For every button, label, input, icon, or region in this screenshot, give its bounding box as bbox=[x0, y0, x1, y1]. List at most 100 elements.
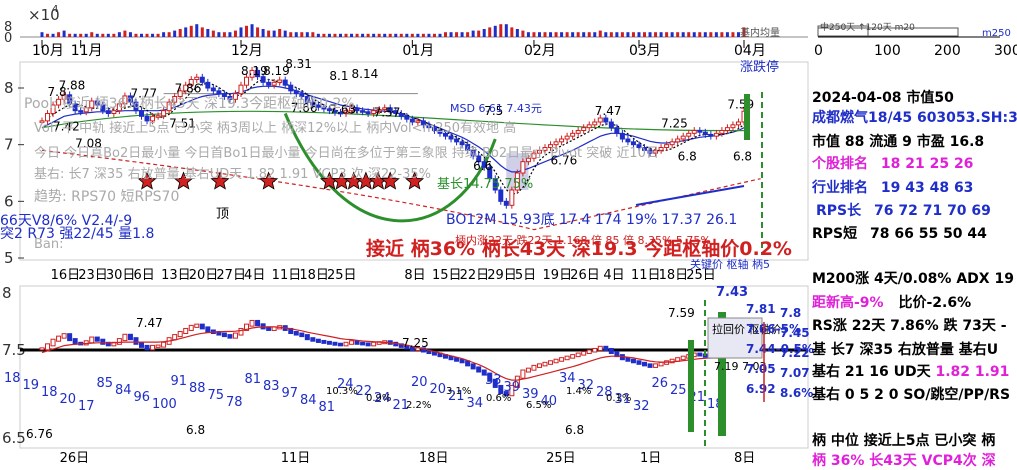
overlay-bottom-label: BO12M 15.93底 17.4 174 19% 17.37 26.1 bbox=[446, 212, 737, 228]
candle-body bbox=[630, 141, 636, 146]
lower-date-label: 8日 bbox=[734, 451, 755, 466]
signal-star bbox=[380, 171, 400, 190]
candle-body bbox=[365, 111, 371, 115]
price-label: 6.6 bbox=[473, 159, 492, 173]
volume-bar bbox=[206, 29, 210, 37]
price-label: 7.59 bbox=[727, 97, 754, 111]
cup-green-curve bbox=[283, 112, 497, 223]
volume-bar bbox=[604, 32, 608, 37]
candle-body bbox=[669, 141, 675, 146]
candle-body bbox=[658, 147, 664, 151]
candle-body bbox=[100, 104, 106, 112]
lower-candle bbox=[570, 354, 576, 359]
volume-bar bbox=[145, 33, 149, 37]
lower-number: 17 bbox=[78, 399, 95, 414]
volume-bar bbox=[620, 32, 624, 37]
candle-body bbox=[304, 96, 310, 103]
candle-body bbox=[735, 121, 741, 126]
candle-body bbox=[277, 79, 283, 83]
candle-body bbox=[525, 157, 531, 163]
volume-bar bbox=[643, 32, 647, 37]
price-label: 7.86 bbox=[175, 82, 202, 96]
candle-body bbox=[647, 149, 653, 154]
candle-body bbox=[481, 161, 487, 168]
volume-bar bbox=[482, 29, 486, 37]
rps-short-label: RPS短 bbox=[812, 226, 858, 242]
volume-bar bbox=[123, 30, 127, 37]
volume-bar bbox=[521, 30, 525, 37]
volume-bar bbox=[361, 33, 365, 37]
volume-bar bbox=[615, 32, 619, 37]
signal-star bbox=[210, 171, 230, 190]
candle-body bbox=[205, 81, 211, 89]
overlay-p3: 基右: 长7 深35 右放普量 基右UD天 1.82 1.91 VCP3 次 深… bbox=[34, 166, 431, 182]
vol-legend-avg: 基内均量 bbox=[740, 26, 780, 39]
volume-bar bbox=[178, 29, 182, 37]
lower-candle bbox=[481, 369, 487, 376]
lower-candle bbox=[581, 351, 587, 356]
lower-candle bbox=[39, 347, 45, 351]
day-label: 6日 bbox=[133, 268, 154, 283]
candle-body bbox=[83, 107, 89, 113]
candle-body bbox=[713, 132, 719, 137]
candle-body bbox=[382, 107, 388, 111]
lower-candle bbox=[67, 333, 73, 342]
lower-number: 19 bbox=[23, 378, 40, 393]
volume-bar bbox=[162, 32, 166, 37]
lower-candle bbox=[603, 345, 609, 351]
day-label: 20日 bbox=[189, 268, 219, 283]
overlay-big-line: 接近 柄36% 柄长43天 深19.3 今距枢轴价0.2% bbox=[366, 237, 792, 260]
lower-candle bbox=[354, 340, 360, 345]
volume-bar bbox=[101, 33, 105, 37]
lower-number: 34 bbox=[559, 371, 576, 386]
lower-candle bbox=[94, 336, 100, 342]
lower-candle bbox=[487, 372, 493, 382]
price-label: 7.63 bbox=[329, 103, 356, 117]
candle-body bbox=[503, 200, 509, 206]
lower-candle bbox=[371, 341, 377, 347]
lower-right-value: 7.22 bbox=[780, 346, 810, 360]
lower-candle bbox=[315, 338, 321, 343]
candle-body bbox=[61, 94, 67, 100]
lower-axis-label: 8 bbox=[2, 284, 12, 302]
lower-candle bbox=[608, 347, 614, 355]
lower-candle bbox=[199, 323, 205, 330]
lower-candle bbox=[630, 358, 636, 364]
volume-bar bbox=[305, 32, 309, 37]
volume-bar bbox=[117, 32, 121, 37]
lower-candle bbox=[586, 349, 592, 355]
lower-price-label: 6.8 bbox=[565, 423, 584, 437]
candle-body bbox=[581, 127, 587, 131]
volume-bar bbox=[736, 32, 740, 37]
candle-body bbox=[310, 101, 316, 106]
lower-candle bbox=[559, 357, 565, 362]
day-label: 4日 bbox=[603, 268, 624, 283]
candle-body bbox=[492, 178, 498, 191]
candle-body bbox=[183, 84, 189, 92]
volume-bar bbox=[471, 30, 475, 37]
lower-candle bbox=[310, 337, 316, 342]
lower-number: 32 bbox=[633, 399, 650, 414]
price-label: 7.25 bbox=[661, 117, 688, 131]
overlay-text: Pool: 接近 柄36%柄长43天 深19.3今距枢轴价0.2% Vol: 平 … bbox=[0, 95, 792, 271]
lower-number: 84 bbox=[300, 393, 317, 408]
volume-bar bbox=[40, 32, 44, 37]
lower-candle bbox=[122, 333, 128, 342]
candle-body bbox=[592, 121, 598, 126]
candle-body bbox=[702, 131, 708, 135]
candle-body bbox=[354, 107, 360, 112]
volume-bar bbox=[565, 32, 569, 37]
lower-candle bbox=[470, 363, 476, 370]
candle-body bbox=[116, 103, 122, 112]
candle-body bbox=[636, 144, 642, 149]
lower-candle bbox=[520, 369, 526, 379]
price-label: 6.76 bbox=[551, 154, 578, 168]
signal-label: 涨跌停 bbox=[740, 59, 779, 75]
lower-right-value: 6.92 bbox=[746, 382, 776, 396]
signal-star bbox=[173, 171, 194, 190]
day-label: 13日 bbox=[161, 268, 191, 283]
volume-bar bbox=[333, 33, 337, 37]
lower-candle bbox=[514, 375, 520, 388]
volume-bar bbox=[95, 33, 99, 37]
